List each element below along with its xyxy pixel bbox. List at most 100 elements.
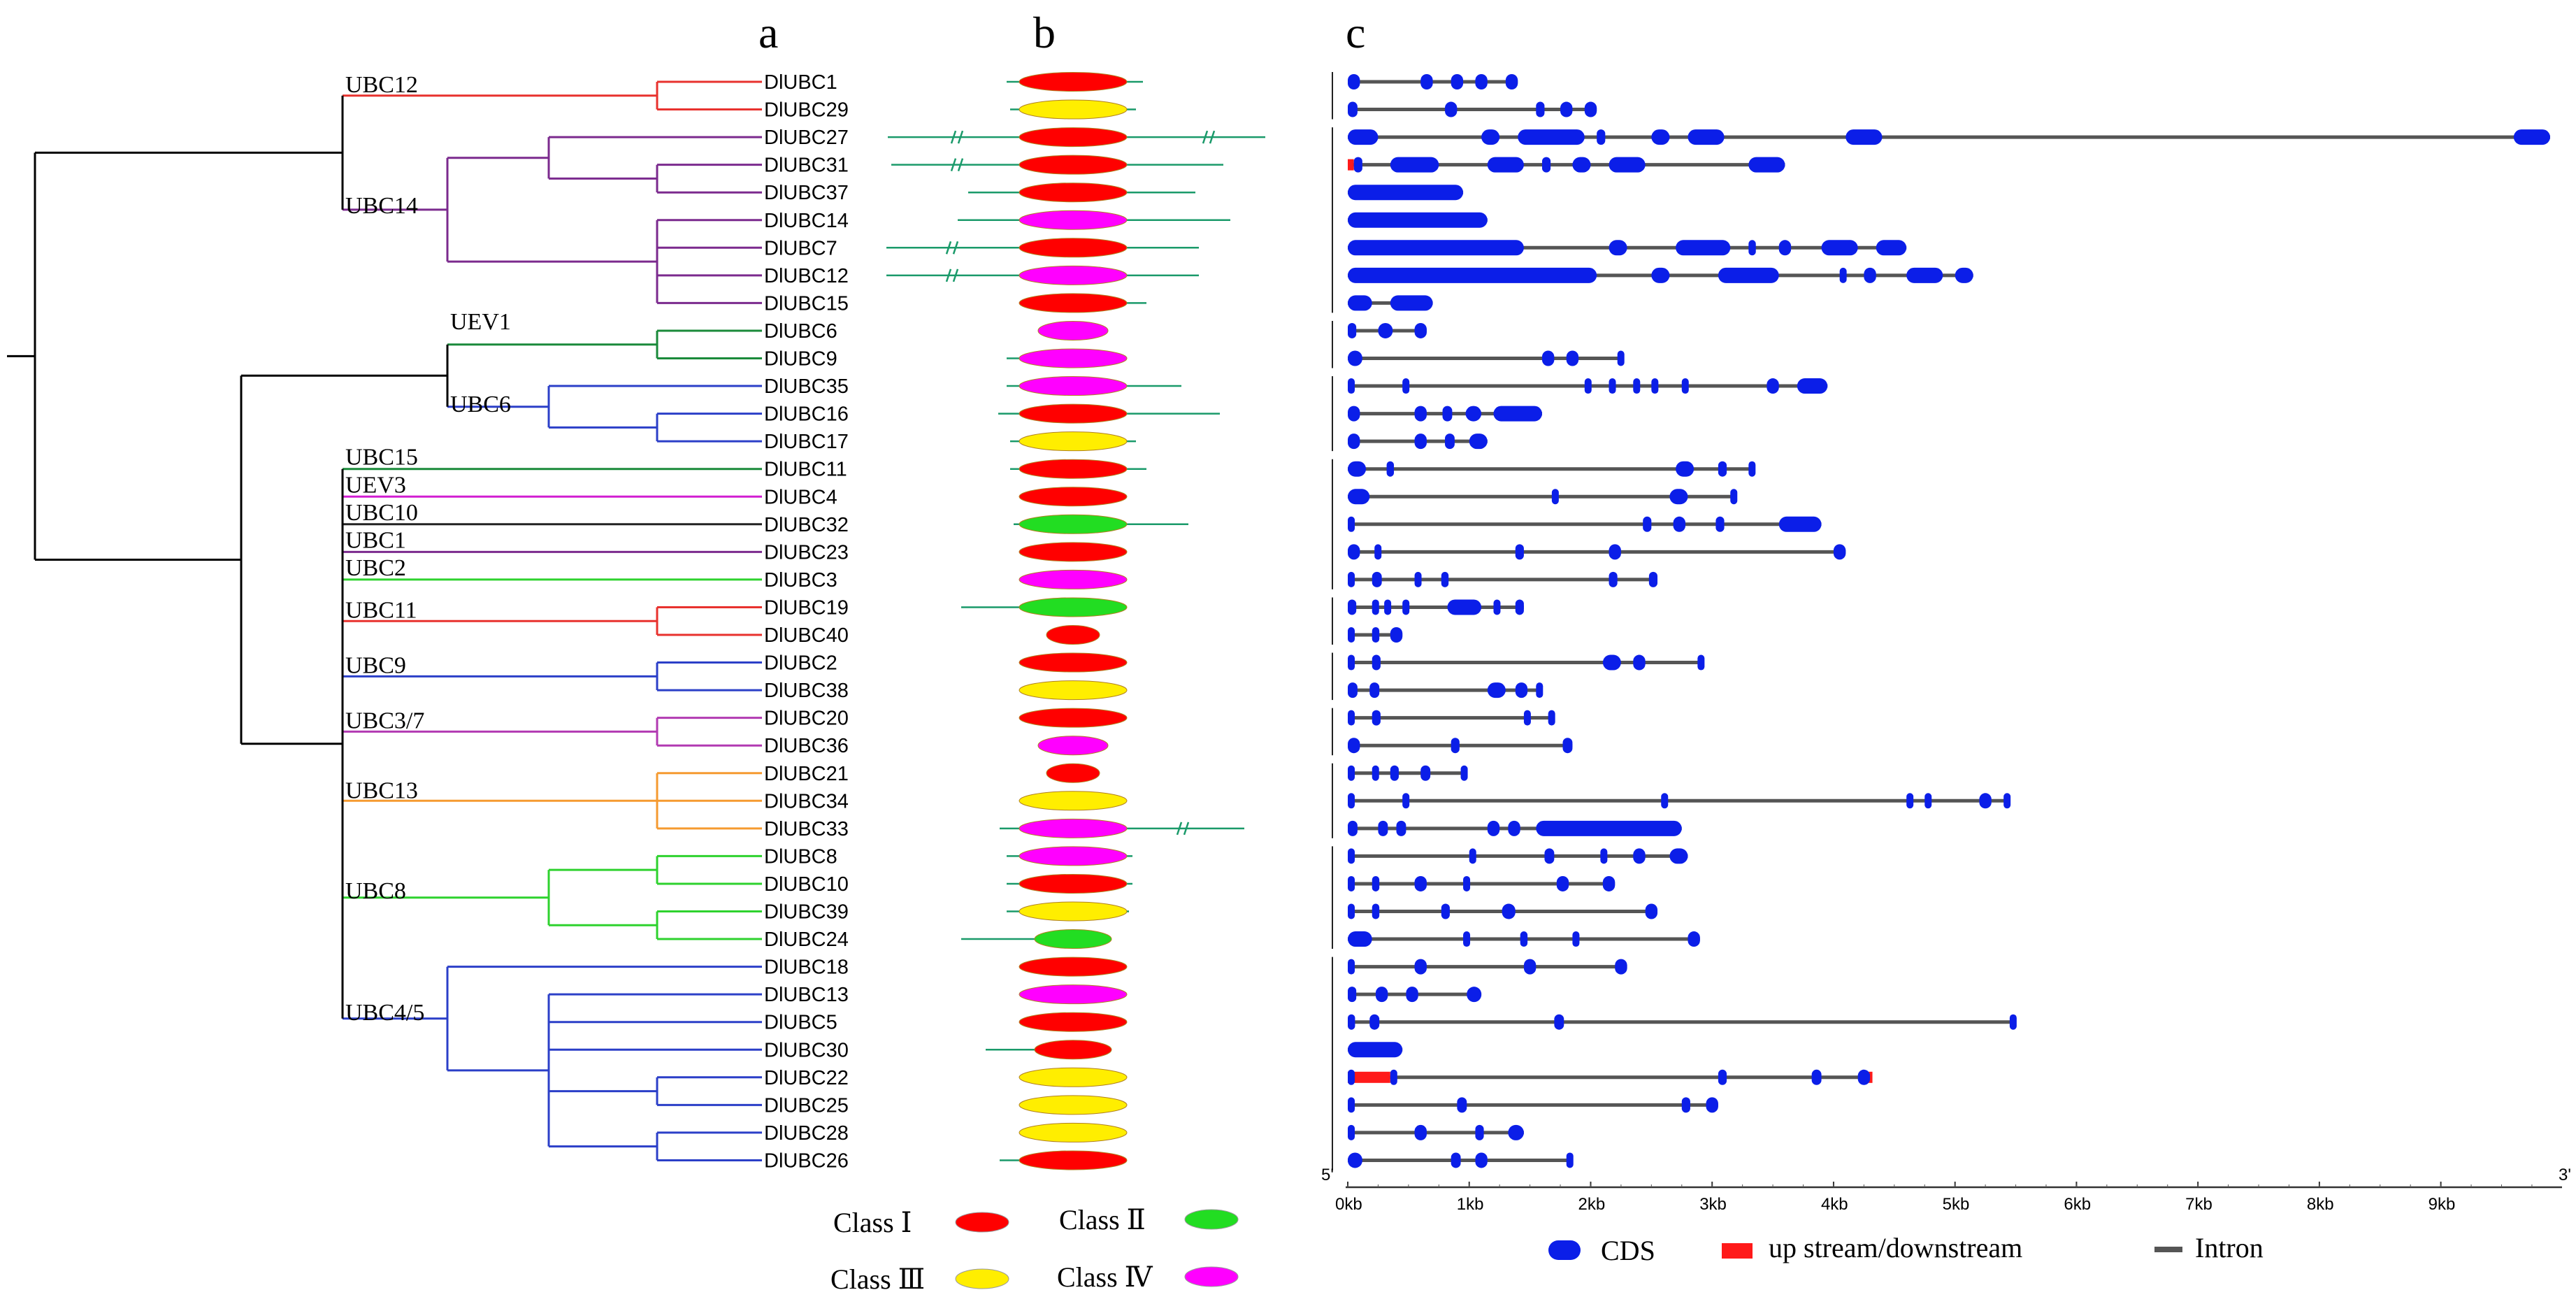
cds-block: [1378, 820, 1388, 836]
cds-block: [1348, 627, 1355, 643]
cds-block: [1600, 848, 1608, 864]
cds-block: [1487, 682, 1506, 698]
cds-block: [1369, 682, 1380, 698]
axis-tick-label: 0kb: [1335, 1195, 1362, 1214]
legend-cds-swatch: [1548, 1240, 1581, 1260]
break-mark: [950, 130, 964, 144]
cds-block: [1572, 157, 1591, 173]
clade-label: UEV1: [450, 309, 511, 335]
cds-block: [1566, 350, 1579, 366]
uq-domain: [1019, 265, 1128, 285]
cds-block: [1681, 378, 1689, 394]
cds-block: [1730, 489, 1738, 505]
cds-block: [1508, 1124, 1524, 1140]
gene-label: DlUBC31: [764, 155, 849, 177]
uq-domain: [1034, 1040, 1112, 1060]
cds-block: [1378, 322, 1393, 338]
cds-block: [1748, 240, 1756, 256]
cds-block: [1839, 267, 1847, 283]
cds-block: [1609, 571, 1618, 587]
cds-block: [1414, 571, 1422, 587]
cds-block: [1414, 434, 1427, 450]
uq-domain: [1019, 818, 1128, 838]
uq-domain: [1019, 873, 1128, 894]
cds-block: [1615, 959, 1627, 975]
uq-domain: [1046, 763, 1100, 783]
cds-block: [1523, 710, 1531, 726]
cds-block: [1584, 101, 1597, 117]
cds-block: [1390, 1069, 1397, 1085]
uq-domain: [1019, 708, 1128, 728]
cds-block: [1633, 654, 1646, 671]
cds-block: [1420, 765, 1431, 781]
uq-domain: [1019, 1122, 1128, 1142]
cds-block: [1348, 959, 1355, 975]
cds-block: [1348, 599, 1357, 615]
cds-block: [2513, 129, 2550, 145]
break-mark: [1176, 822, 1190, 836]
cds-block: [1475, 74, 1488, 89]
clade-label: UBC6: [450, 392, 511, 417]
gene-label: DlUBC35: [764, 375, 849, 398]
cds-block: [1451, 1152, 1461, 1168]
kb-axis: 5' 3' 0kb 1kb 2kb 3kb 4kb 5kb 6kb 7kb 8kb 9kb: [1321, 1166, 2571, 1214]
clade-label: UBC4/5: [345, 1000, 424, 1026]
uq-domain: [1019, 901, 1128, 922]
cds-block: [1369, 1014, 1380, 1030]
cds-block: [1481, 129, 1500, 145]
cds-block: [1348, 1097, 1355, 1113]
legend-class1-label: Class Ⅰ: [833, 1207, 912, 1238]
cds-block: [1520, 931, 1528, 947]
cds-block: [1348, 1042, 1403, 1058]
cds-block: [1348, 322, 1357, 338]
cds-block: [1348, 987, 1357, 1003]
legend-class3-swatch: [955, 1268, 1009, 1289]
cds-block: [1444, 434, 1455, 450]
gene-label: DlUBC2: [764, 652, 837, 675]
gene-label: DlUBC36: [764, 735, 849, 757]
domain-class-legend: Class Ⅰ Class Ⅱ Class Ⅲ Class Ⅳ: [830, 1204, 1239, 1295]
cds-block: [1493, 406, 1542, 422]
clade-label: UBC12: [345, 72, 418, 98]
gene-label: DlUBC12: [764, 265, 849, 287]
cds-block: [1697, 654, 1705, 671]
uq-domain: [1034, 929, 1112, 950]
cds-block: [1384, 599, 1392, 615]
cds-block: [1348, 848, 1355, 864]
uq-domain: [1019, 1150, 1128, 1170]
break-mark: [1202, 130, 1216, 144]
cds-block: [1541, 157, 1551, 173]
gene-label: DlUBC23: [764, 541, 849, 564]
uq-domain: [1019, 1067, 1128, 1087]
panel-label-c: c: [1346, 8, 1365, 57]
cds-block: [1460, 765, 1468, 781]
clade-label: UBC8: [345, 878, 406, 904]
clade-label: UBC10: [345, 500, 418, 526]
cds-block: [1348, 461, 1367, 477]
cds-block: [1348, 710, 1355, 726]
gene-label: DlUBC20: [764, 708, 849, 730]
axis-5prime-label: 5': [1321, 1166, 1334, 1184]
clade-label: UEV3: [345, 472, 406, 498]
cds-block: [1906, 793, 1914, 809]
axis-tick-label: 5kb: [1943, 1195, 1970, 1214]
gene-label: DlUBC15: [764, 292, 849, 315]
cds-block: [1845, 129, 1883, 145]
cds-block: [1645, 903, 1658, 919]
gene-label: DlUBC6: [764, 320, 837, 343]
cds-block: [1924, 793, 1932, 809]
cds-block: [1348, 931, 1372, 947]
utr-block: [1348, 159, 1354, 171]
cds-block: [1372, 571, 1382, 587]
gene-label: DlUBC27: [764, 127, 849, 149]
axis-tick-label: 7kb: [2185, 1195, 2212, 1214]
gene-label: DlUBC17: [764, 431, 849, 453]
panel-label-b: b: [1033, 8, 1056, 57]
uq-domain: [1019, 514, 1128, 534]
gene-label: DlUBC29: [764, 99, 849, 122]
uq-domain: [1019, 791, 1128, 811]
legend-cds-label: CDS: [1601, 1235, 1655, 1266]
cds-block: [1348, 240, 1524, 256]
cds-block: [1566, 1152, 1574, 1168]
cds-block: [1715, 516, 1725, 532]
